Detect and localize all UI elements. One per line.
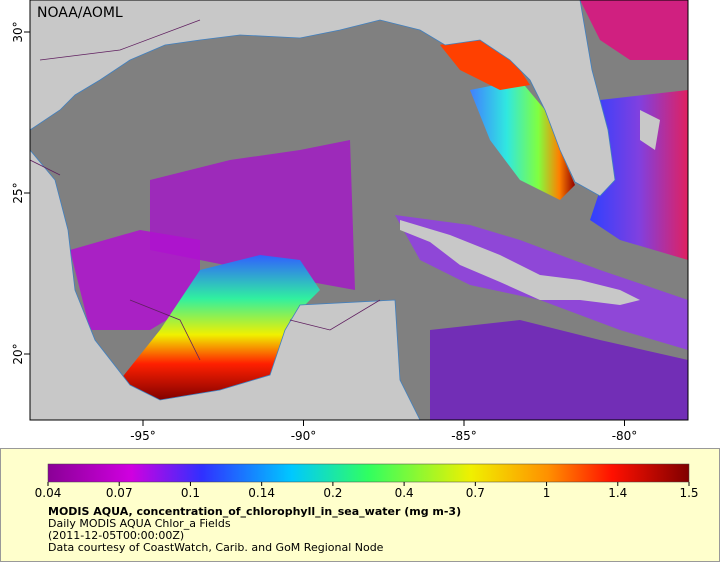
land-north-america xyxy=(30,0,688,197)
colorbar-tick-label: 0.04 xyxy=(35,486,62,500)
credit: NOAA/AOML xyxy=(37,5,123,21)
borders xyxy=(30,19,381,361)
caption-line: Data courtesy of CoastWatch, Carib. and … xyxy=(48,541,384,554)
caption-line: Daily MODIS AQUA Chlor_a Fields xyxy=(48,517,231,530)
land-bahamas xyxy=(640,110,660,150)
chlorophyll-patch xyxy=(590,90,688,260)
chlorophyll-patch xyxy=(580,0,688,60)
y-tick-label: 25° xyxy=(11,182,25,203)
x-tick-label: -80° xyxy=(612,429,638,443)
colorbar-tick-label: 0.07 xyxy=(106,486,133,500)
chlorophyll-patch xyxy=(470,80,575,200)
chlorophyll-patch xyxy=(70,230,200,330)
chlorophyll-patch xyxy=(440,35,530,90)
x-tick-label: -95° xyxy=(130,429,156,443)
land-cuba xyxy=(400,220,640,305)
chlorophyll-patch xyxy=(150,140,355,290)
colorbar-tick-label: 1.4 xyxy=(608,486,627,500)
colorbar-ticks: 0.04 0.07 0.1 0.14 0.2 0.4 0.7 1 1.4 1.5 xyxy=(35,482,699,500)
x-tick-label: -85° xyxy=(451,429,477,443)
colorbar-tick-label: 0.2 xyxy=(323,486,342,500)
caption-line: (2011-12-05T00:00:00Z) xyxy=(48,529,184,542)
colorbar-tick-label: 0.4 xyxy=(395,486,414,500)
colorbar-tick-label: 1 xyxy=(543,486,551,500)
y-tick-label: 30° xyxy=(11,21,25,42)
map-frame xyxy=(29,0,689,421)
colorbar xyxy=(47,463,690,483)
y-tick-label: 20° xyxy=(11,343,25,364)
colorbar-tick-label: 0.14 xyxy=(248,486,275,500)
colorbar-tick-label: 1.5 xyxy=(679,486,698,500)
x-tick-label: -90° xyxy=(291,429,317,443)
map xyxy=(30,0,688,420)
chlorophyll-patch xyxy=(430,320,688,420)
axes: -95° -90° -85° -80° 30° 25° 20° xyxy=(11,21,637,443)
colorbar-tick-label: 0.1 xyxy=(181,486,200,500)
land-mexico xyxy=(30,149,421,420)
chlorophyll-patch xyxy=(120,255,320,400)
colorbar-tick-label: 0.7 xyxy=(466,486,485,500)
caption-title: MODIS AQUA, concentration_of_chlorophyll… xyxy=(48,505,461,518)
